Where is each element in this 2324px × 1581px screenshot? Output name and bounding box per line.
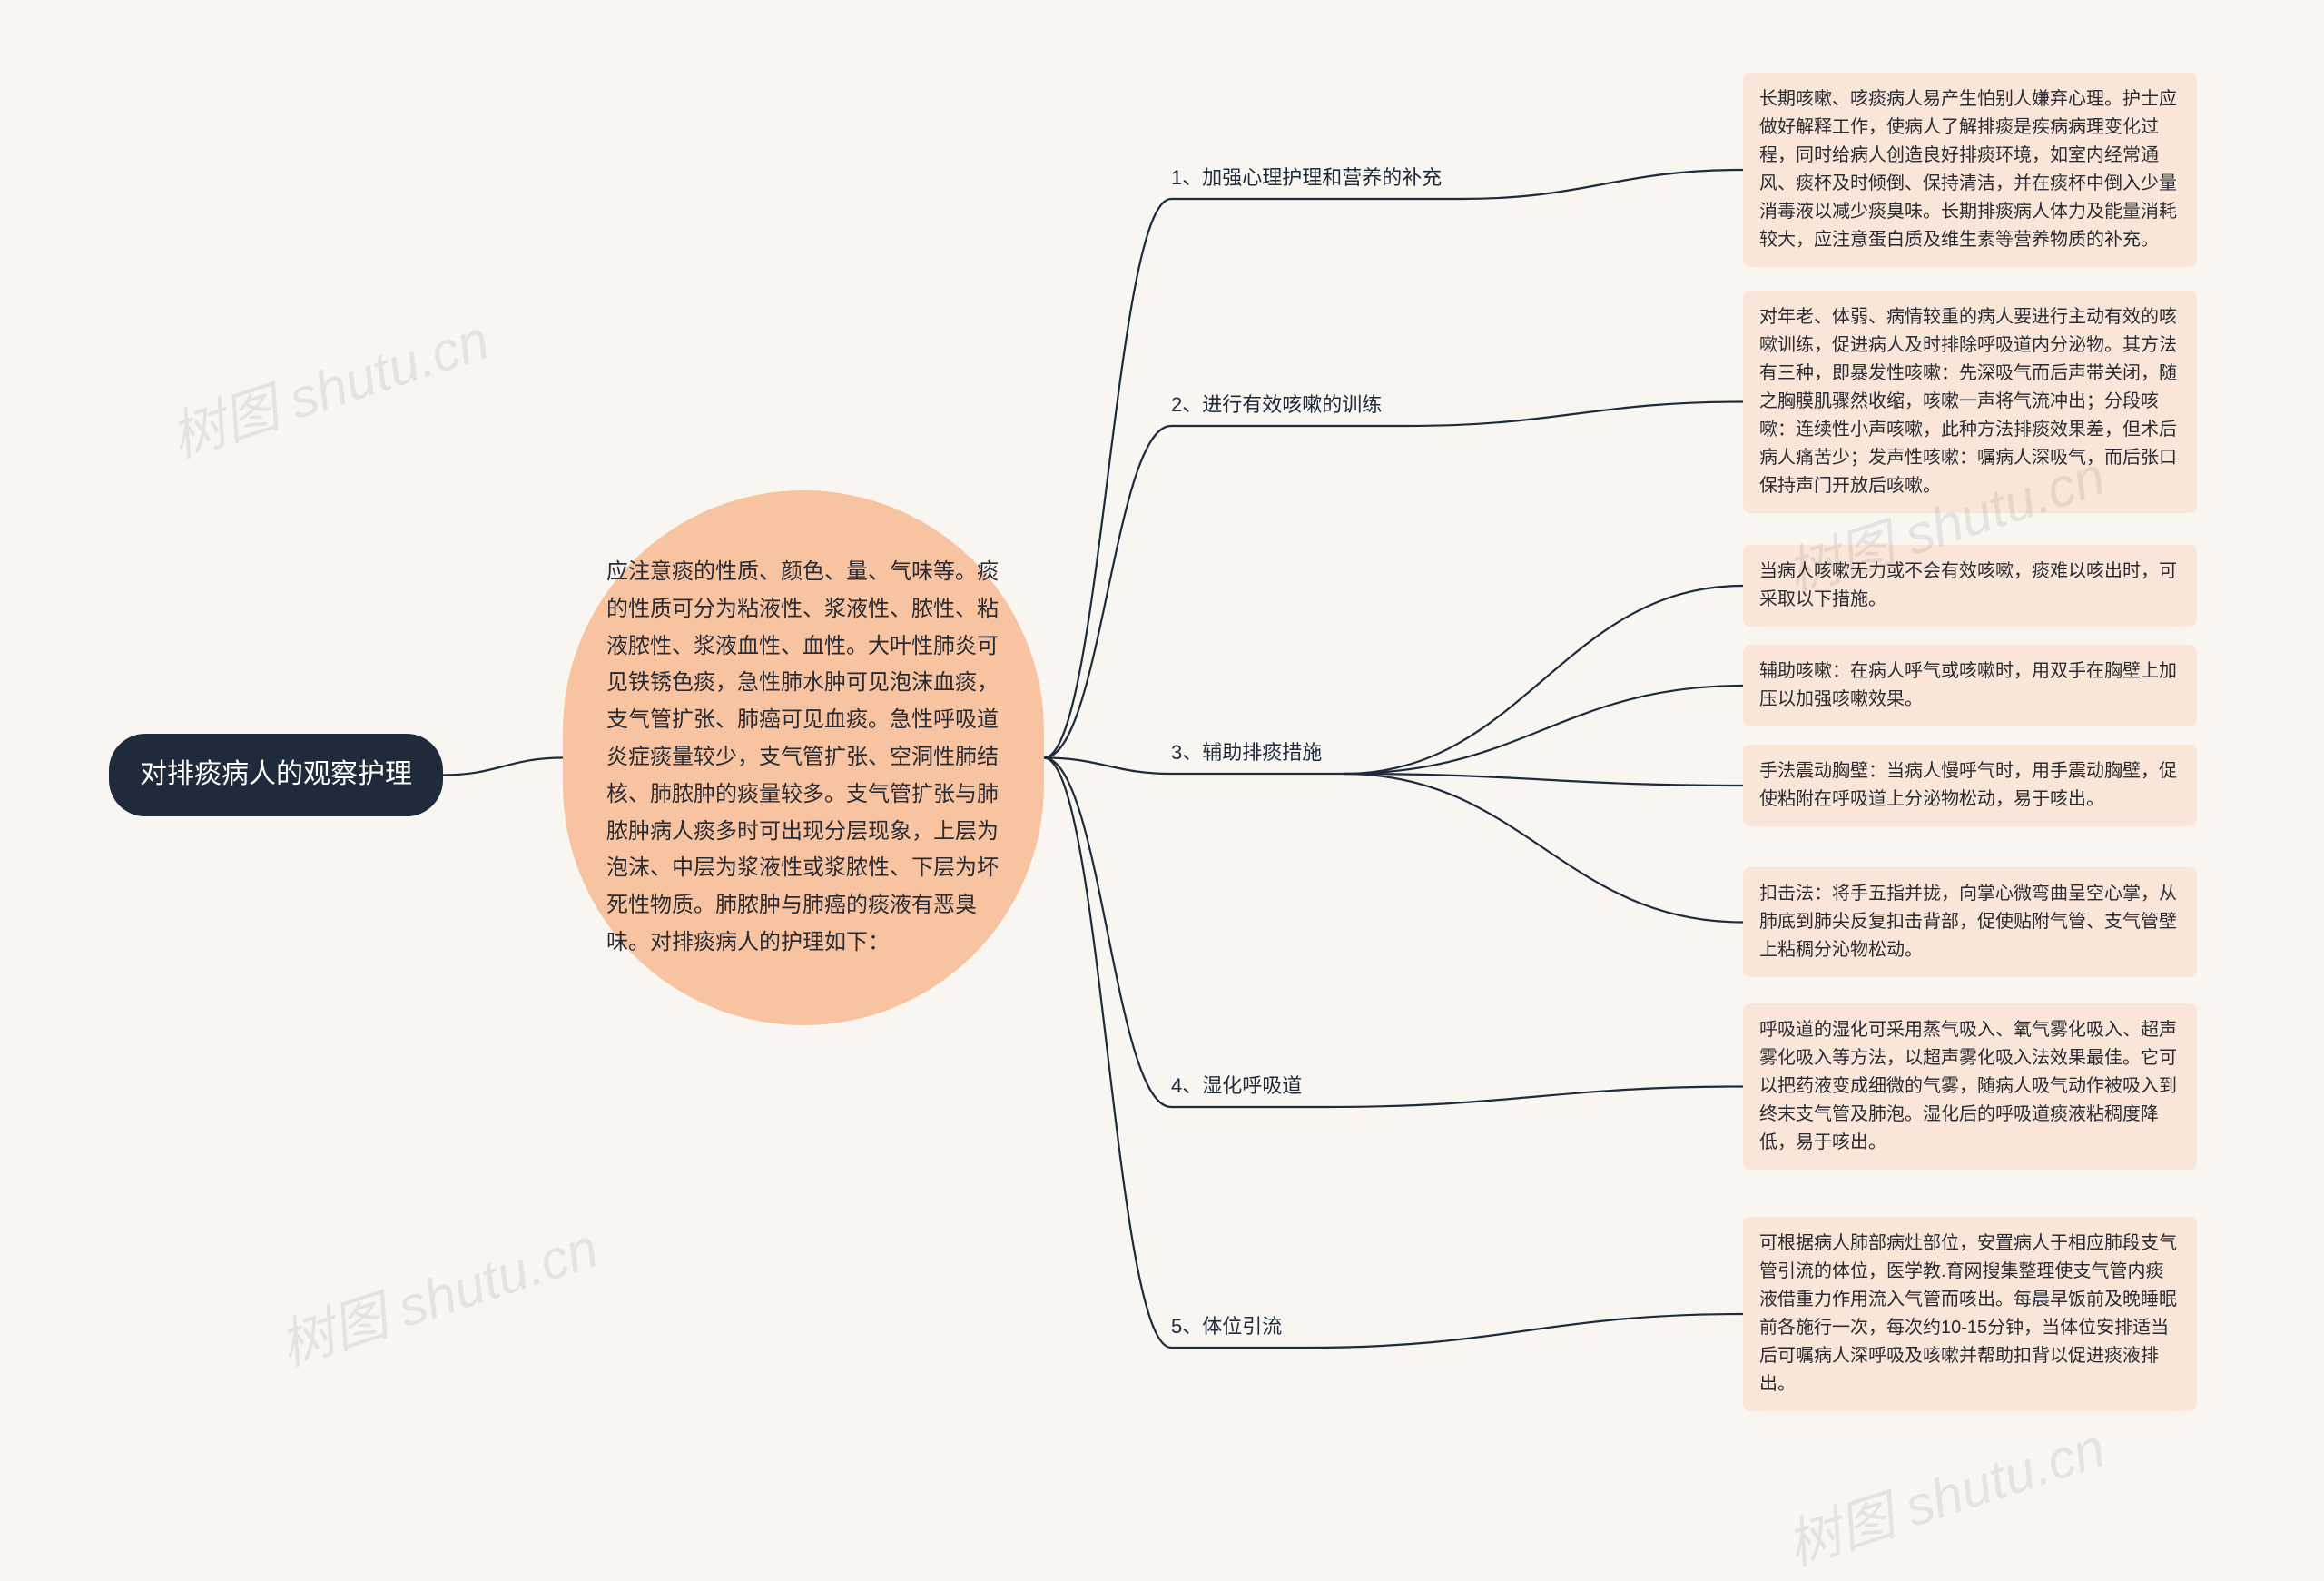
branch-label-2: 2、进行有效咳嗽的训练: [1171, 386, 1407, 424]
description-node: 应注意痰的性质、颜色、量、气味等。痰的性质可分为粘液性、浆液性、脓性、粘液脓性、…: [563, 490, 1044, 1025]
leaf-2-1: 对年老、体弱、病情较重的病人要进行主动有效的咳嗽训练，促进病人及时排除呼吸道内分…: [1743, 291, 2197, 513]
leaf-3-4: 扣击法：将手五指并拢，向掌心微弯曲呈空心掌，从肺底到肺尖反复扣击背部，促使贴附气…: [1743, 867, 2197, 977]
leaf-1-1: 长期咳嗽、咳痰病人易产生怕别人嫌弃心理。护士应做好解释工作，使病人了解排痰是疾病…: [1743, 73, 2197, 267]
branch-label-1: 1、加强心理护理和营养的补充: [1171, 159, 1462, 197]
watermark: 树图 shutu.cn: [268, 1204, 606, 1381]
branch-label-5: 5、体位引流: [1171, 1308, 1307, 1346]
watermark: 树图 shutu.cn: [1775, 1404, 2113, 1581]
leaf-3-1: 当病人咳嗽无力或不会有效咳嗽，痰难以咳出时，可采取以下措施。: [1743, 545, 2197, 627]
watermark: 树图 shutu.cn: [159, 296, 497, 473]
leaf-3-3: 手法震动胸壁：当病人慢呼气时，用手震动胸壁，促使粘附在呼吸道上分泌物松动，易于咳…: [1743, 745, 2197, 826]
leaf-5-1: 可根据病人肺部病灶部位，安置病人于相应肺段支气管引流的体位，医学教.育网搜集整理…: [1743, 1217, 2197, 1411]
root-node: 对排痰病人的观察护理: [109, 734, 443, 816]
branch-label-3: 3、辅助排痰措施: [1171, 734, 1344, 772]
leaf-4-1: 呼吸道的湿化可采用蒸气吸入、氧气雾化吸入、超声雾化吸入等方法，以超声雾化吸入法效…: [1743, 1003, 2197, 1170]
leaf-3-2: 辅助咳嗽：在病人呼气或咳嗽时，用双手在胸壁上加压以加强咳嗽效果。: [1743, 645, 2197, 726]
branch-label-4: 4、湿化呼吸道: [1171, 1067, 1325, 1105]
mindmap-canvas: 对排痰病人的观察护理 应注意痰的性质、颜色、量、气味等。痰的性质可分为粘液性、浆…: [0, 0, 2324, 1581]
